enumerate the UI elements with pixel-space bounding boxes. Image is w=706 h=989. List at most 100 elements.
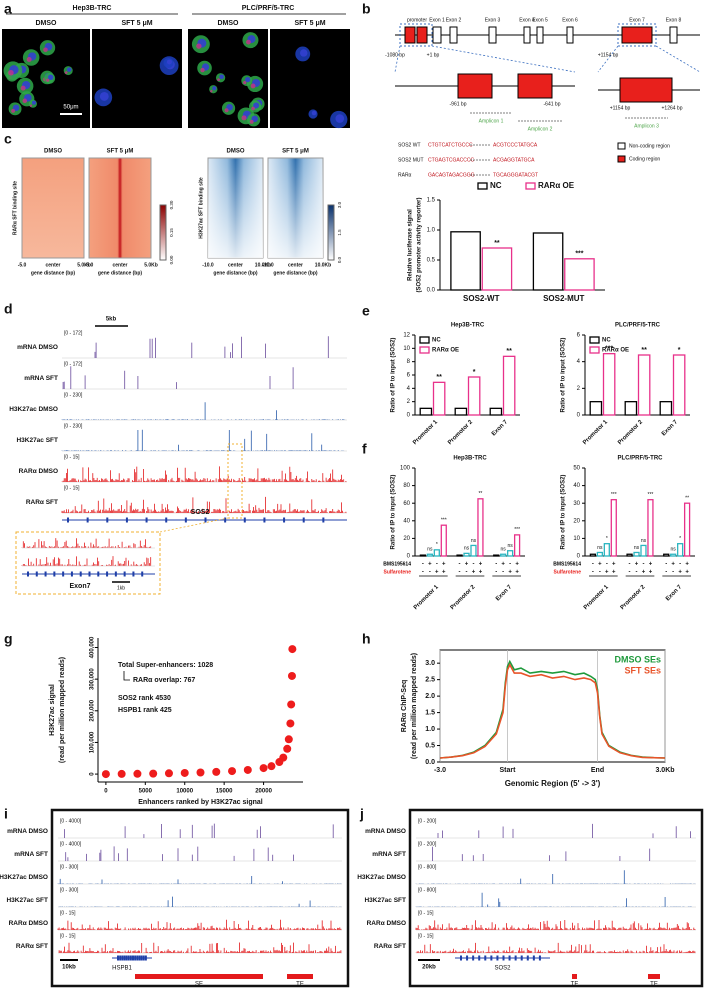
gene-exon xyxy=(119,955,122,961)
treatment-label: BMS195614 xyxy=(383,561,411,567)
treatment-sign: + xyxy=(685,570,689,576)
treatment-sign: - xyxy=(636,570,638,576)
y-tick-label: 20 xyxy=(573,518,580,524)
legend-swatch xyxy=(589,336,600,344)
x-tick-label: SOS2-MUT xyxy=(543,294,584,303)
nucleus xyxy=(48,74,54,81)
y-axis-label: (read per million mapped reads) xyxy=(411,653,418,759)
bar xyxy=(440,524,447,557)
rule xyxy=(655,45,701,73)
region-label: TE xyxy=(650,982,658,988)
scale-label: 5kb xyxy=(106,317,117,323)
sequence: ACGTCCCTATGCA xyxy=(493,142,538,148)
region-label: Exon 3 xyxy=(485,17,501,23)
marker xyxy=(243,81,247,85)
signal-track xyxy=(58,942,342,953)
x-tick-label: Promotor 2 xyxy=(447,419,474,446)
signal-track xyxy=(61,466,347,482)
x-tick-label: Promotor 1 xyxy=(583,584,610,611)
exon xyxy=(523,26,531,44)
signal-track xyxy=(94,336,329,358)
y-tick-label: 2 xyxy=(407,399,411,405)
gene-exon xyxy=(302,517,305,523)
x-tick-label: center xyxy=(228,262,243,268)
zoom-box xyxy=(617,23,657,47)
treatment-sign: - xyxy=(672,570,674,576)
point xyxy=(164,769,173,778)
treatment-sign: + xyxy=(472,570,476,576)
gene-exon xyxy=(106,571,109,577)
colorbar-label: 0.30 xyxy=(169,200,174,209)
gene-exon xyxy=(145,517,148,523)
gene-exon xyxy=(114,571,117,577)
gene-exon xyxy=(144,955,147,961)
panel-letter: e xyxy=(362,303,370,319)
significance: * xyxy=(678,347,681,354)
bar xyxy=(589,553,597,557)
gene-exon xyxy=(165,517,168,523)
nucleus xyxy=(166,59,172,65)
heatmap-fade xyxy=(208,158,263,258)
signal-track xyxy=(61,496,347,513)
y-tick-label: 300,000 xyxy=(90,668,96,690)
exon xyxy=(416,26,428,44)
panel-letter: j xyxy=(359,806,364,822)
track-range: [0 - 15] xyxy=(60,910,76,916)
bar xyxy=(470,544,477,557)
scale-label: 50μm xyxy=(63,105,78,111)
gene-exon xyxy=(520,955,523,961)
legend-label: NC xyxy=(432,338,441,344)
y-tick-label: 4 xyxy=(407,386,411,392)
track-range: [0 - 15] xyxy=(60,933,76,939)
y-tick-label: 60 xyxy=(403,501,410,507)
coord-label: -641 bp xyxy=(544,101,561,107)
gene-exon xyxy=(70,571,73,577)
gene-exon xyxy=(184,517,187,523)
marker xyxy=(251,106,255,111)
bar xyxy=(467,376,481,416)
coord-label: +1264 bp xyxy=(662,105,683,111)
marker xyxy=(196,43,202,49)
nucleus xyxy=(311,110,317,116)
gene-exon xyxy=(97,571,100,577)
heatmap xyxy=(88,157,152,259)
colorbar-label: 3.0 xyxy=(337,201,342,208)
bar xyxy=(477,498,484,557)
bar xyxy=(589,401,603,416)
track-name: H3K27ac DMSO xyxy=(9,406,58,413)
bar xyxy=(624,401,638,416)
region-bar xyxy=(135,974,263,979)
point xyxy=(279,753,288,762)
gene-label: SOS2 xyxy=(191,509,210,516)
x-tick-label: Exon 7 xyxy=(665,584,684,603)
treatment-label: Sulfarotene xyxy=(383,569,411,575)
gene-exon xyxy=(460,955,462,961)
y-axis-label: RARα SFT binding site xyxy=(12,181,18,235)
gene-exon xyxy=(224,517,227,523)
x-tick-label: Promotor 1 xyxy=(582,419,609,446)
gene-exon xyxy=(514,955,517,961)
legend-label: NC xyxy=(490,181,502,190)
y-axis-label: H3K27ac signal xyxy=(49,684,56,736)
track-name: mRNA DMSO xyxy=(365,828,406,835)
gene-exon xyxy=(138,955,141,961)
gene-exon xyxy=(490,955,493,961)
annotation-bracket xyxy=(123,671,130,681)
gene-label: SOS2 xyxy=(494,966,511,972)
panel-letter: g xyxy=(4,631,13,647)
x-axis-label: Genomic Region (5' -> 3') xyxy=(505,779,601,788)
region-label: Exon 1 xyxy=(429,17,445,23)
track-range: [0 - 4000] xyxy=(60,841,82,847)
y-tick-label: 10 xyxy=(403,346,410,352)
signal-track xyxy=(415,942,696,953)
significance: ns xyxy=(641,538,647,544)
point xyxy=(283,744,292,753)
exon xyxy=(449,26,458,44)
track-name: mRNA DMSO xyxy=(17,344,58,351)
gene-label: HSPB1 xyxy=(112,966,132,972)
y-tick-label: 40 xyxy=(573,483,580,489)
treatment-sign: + xyxy=(605,570,609,576)
significance: * xyxy=(606,536,608,542)
legend-swatch xyxy=(477,182,488,190)
y-axis-label: (SOS2 promoter activity reporter) xyxy=(417,197,423,292)
